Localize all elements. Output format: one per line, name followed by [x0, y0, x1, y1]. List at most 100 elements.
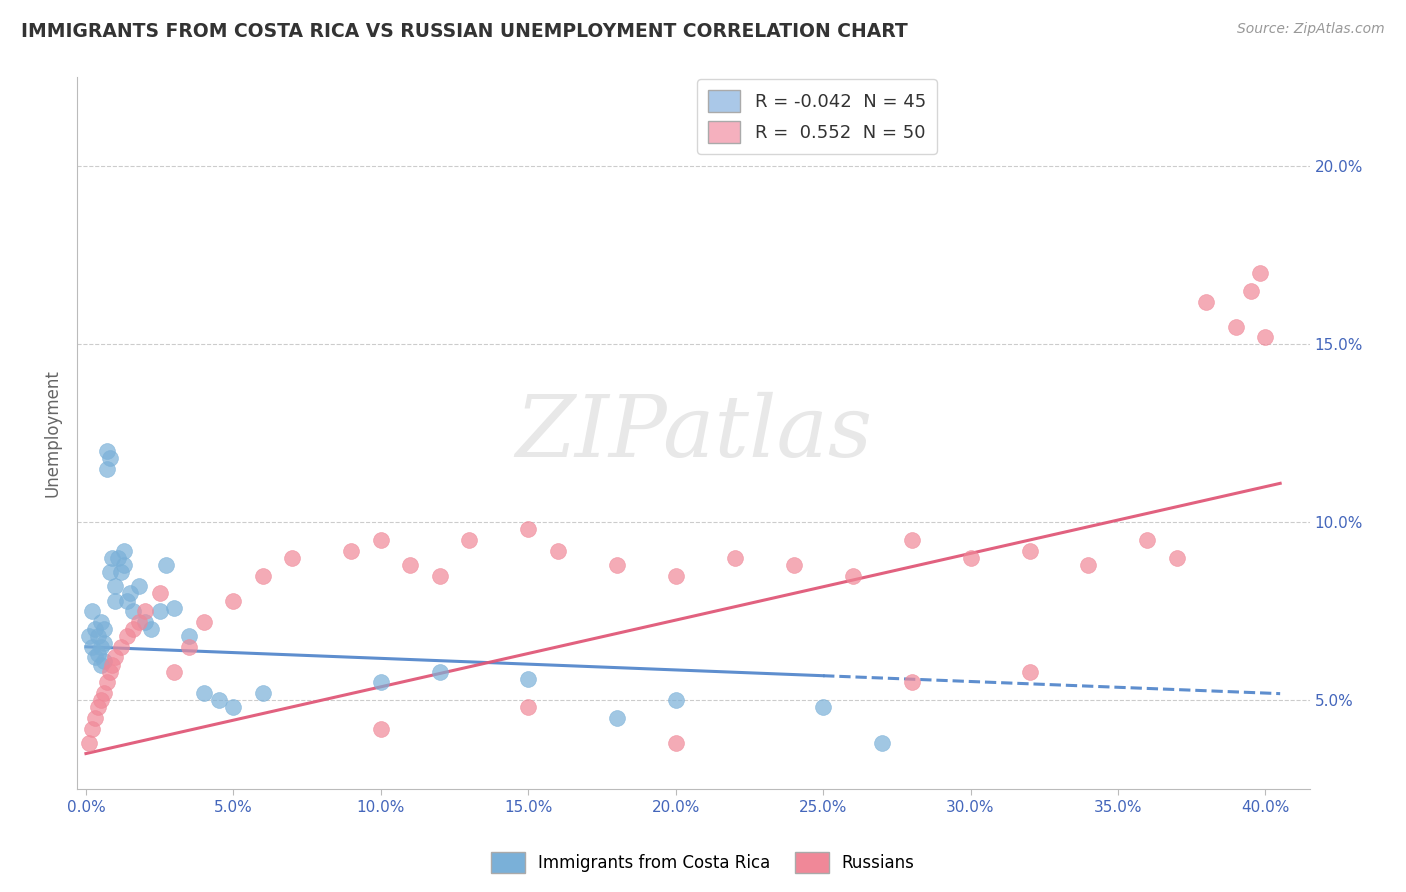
Point [93, 636, 115, 650]
Point [959, 550, 981, 565]
Point [665, 736, 688, 750]
Point [1018, 665, 1040, 679]
Point [222, 593, 245, 607]
Point [120, 586, 142, 600]
Point [110, 640, 132, 654]
Point [83, 622, 105, 636]
Point [370, 533, 392, 547]
Point [80, 604, 103, 618]
Legend: Immigrants from Costa Rica, Russians: Immigrants from Costa Rica, Russians [485, 846, 921, 880]
Point [90, 657, 112, 672]
Y-axis label: Unemployment: Unemployment [44, 369, 60, 497]
Point [1166, 550, 1188, 565]
Point [104, 593, 127, 607]
Point [1136, 533, 1159, 547]
Point [340, 543, 363, 558]
Point [96, 675, 118, 690]
Point [107, 550, 129, 565]
Point [80, 640, 103, 654]
Point [90, 693, 112, 707]
Point [149, 604, 172, 618]
Point [252, 568, 274, 582]
Point [399, 558, 422, 572]
Point [77, 736, 100, 750]
Point [222, 700, 245, 714]
Point [606, 711, 628, 725]
Point [1249, 266, 1271, 280]
Point [1195, 294, 1218, 309]
Point [98, 565, 121, 579]
Point [134, 615, 156, 629]
Point [1225, 319, 1247, 334]
Point [122, 604, 145, 618]
Point [1240, 284, 1263, 298]
Point [98, 451, 121, 466]
Point [115, 593, 138, 607]
Point [101, 550, 124, 565]
Point [782, 558, 804, 572]
Point [811, 700, 834, 714]
Point [370, 722, 392, 736]
Text: ZIPatlas: ZIPatlas [515, 392, 872, 475]
Point [128, 615, 150, 629]
Point [163, 600, 186, 615]
Point [517, 522, 540, 536]
Point [87, 629, 110, 643]
Point [98, 665, 121, 679]
Point [149, 586, 172, 600]
Point [900, 533, 922, 547]
Point [1018, 543, 1040, 558]
Point [517, 700, 540, 714]
Point [155, 558, 177, 572]
Point [112, 543, 135, 558]
Point [163, 665, 186, 679]
Point [104, 650, 127, 665]
Point [665, 693, 688, 707]
Point [1254, 330, 1277, 344]
Point [429, 568, 451, 582]
Point [90, 640, 112, 654]
Point [112, 558, 135, 572]
Point [193, 686, 215, 700]
Point [429, 665, 451, 679]
Legend: R = -0.042  N = 45, R =  0.552  N = 50: R = -0.042 N = 45, R = 0.552 N = 50 [697, 79, 936, 154]
Text: IMMIGRANTS FROM COSTA RICA VS RUSSIAN UNEMPLOYMENT CORRELATION CHART: IMMIGRANTS FROM COSTA RICA VS RUSSIAN UN… [21, 22, 908, 41]
Point [841, 568, 863, 582]
Point [134, 604, 156, 618]
Point [90, 615, 112, 629]
Point [179, 629, 201, 643]
Point [547, 543, 569, 558]
Point [87, 700, 110, 714]
Point [96, 462, 118, 476]
Point [193, 615, 215, 629]
Point [115, 629, 138, 643]
Point [281, 550, 304, 565]
Point [93, 622, 115, 636]
Point [900, 675, 922, 690]
Point [104, 579, 127, 593]
Point [724, 550, 747, 565]
Point [83, 711, 105, 725]
Point [80, 722, 103, 736]
Point [665, 568, 688, 582]
Point [606, 558, 628, 572]
Point [83, 650, 105, 665]
Point [77, 629, 100, 643]
Point [870, 736, 893, 750]
Point [93, 686, 115, 700]
Point [101, 657, 124, 672]
Point [517, 672, 540, 686]
Point [179, 640, 201, 654]
Point [96, 444, 118, 458]
Point [128, 579, 150, 593]
Text: Source: ZipAtlas.com: Source: ZipAtlas.com [1237, 22, 1385, 37]
Point [87, 647, 110, 661]
Point [1077, 558, 1099, 572]
Point [139, 622, 162, 636]
Point [207, 693, 229, 707]
Point [93, 654, 115, 668]
Point [370, 675, 392, 690]
Point [458, 533, 481, 547]
Point [252, 686, 274, 700]
Point [110, 565, 132, 579]
